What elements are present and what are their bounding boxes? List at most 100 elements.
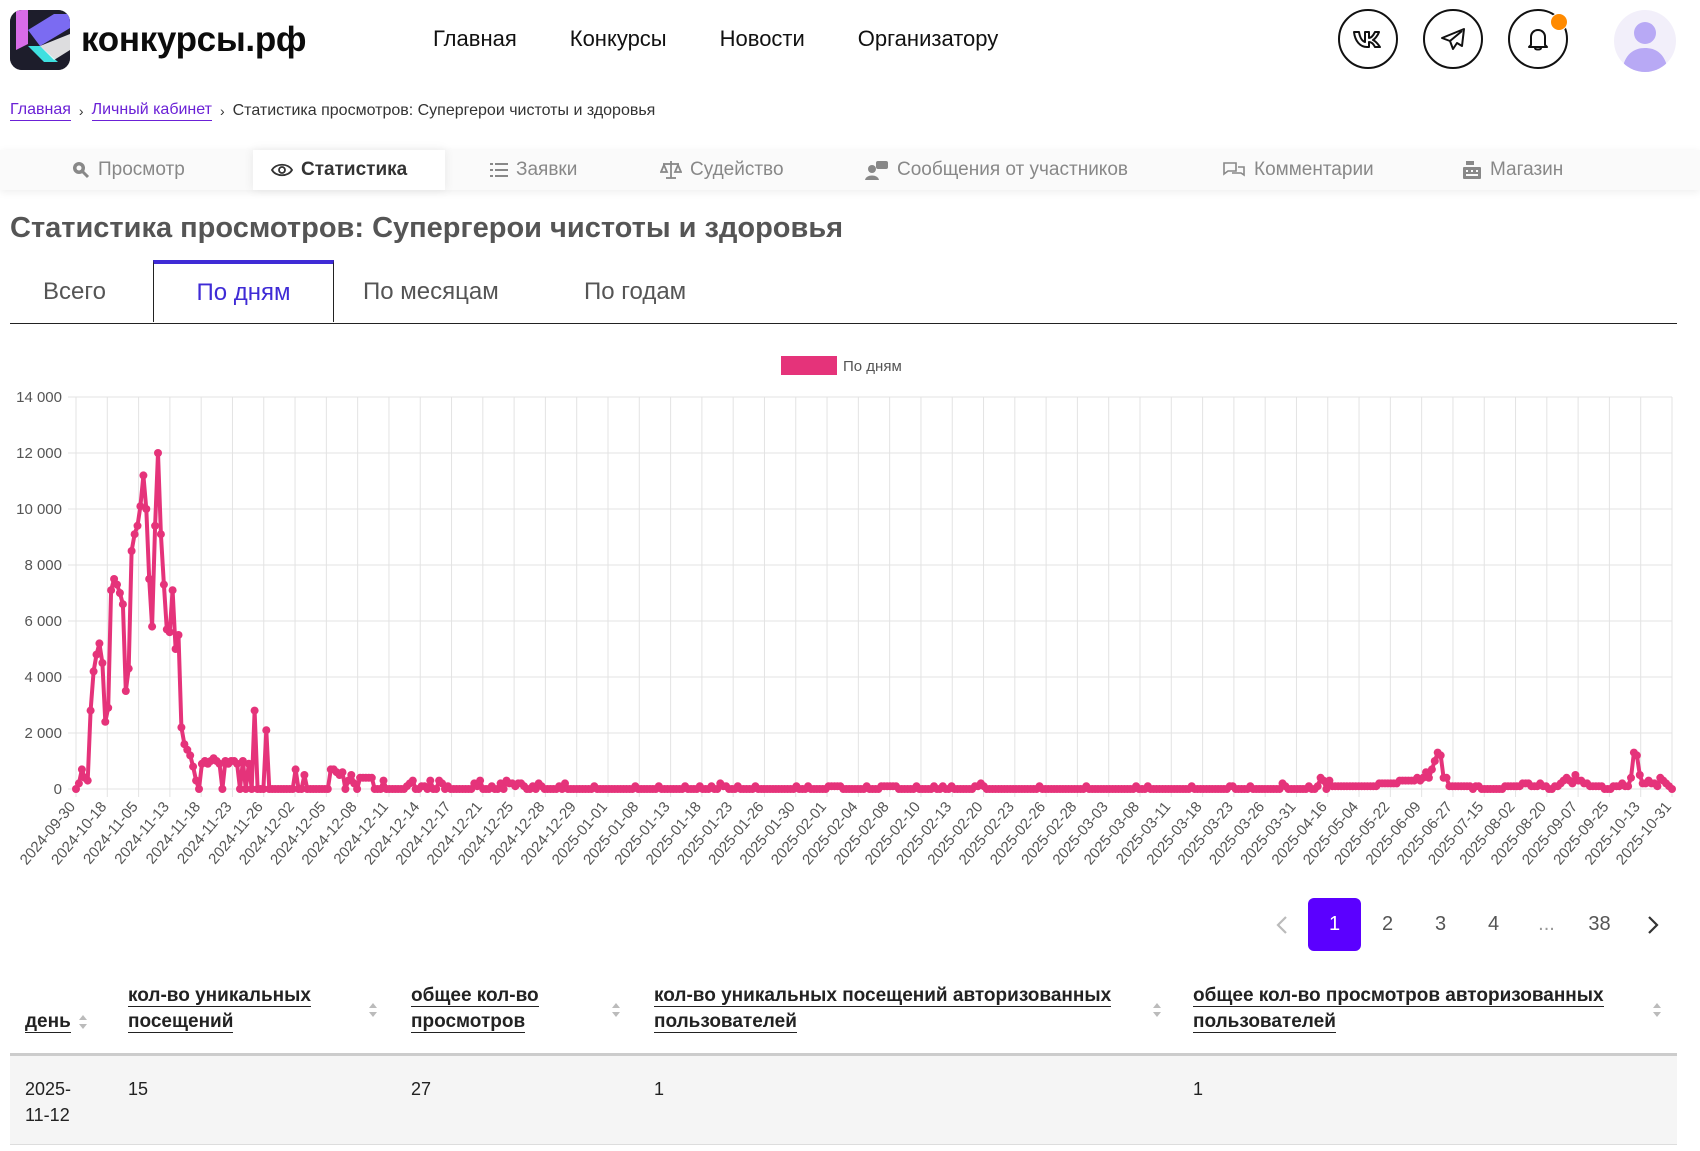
data-point[interactable] <box>171 645 180 653</box>
data-point[interactable] <box>139 471 148 480</box>
nav-organizer[interactable]: Организатору <box>857 26 999 51</box>
data-point[interactable] <box>121 687 130 695</box>
data-point[interactable] <box>323 785 332 793</box>
data-point[interactable] <box>86 706 95 715</box>
data-point[interactable] <box>476 776 485 785</box>
data-point[interactable] <box>174 631 183 639</box>
sort-icon[interactable] <box>1152 1002 1162 1018</box>
tab-shop[interactable]: Магазин <box>1462 150 1563 190</box>
data-point[interactable] <box>262 726 271 735</box>
data-point[interactable] <box>367 773 376 782</box>
page-3[interactable]: 3 <box>1434 913 1447 935</box>
data-point[interactable] <box>1627 773 1635 782</box>
sort-icon[interactable] <box>1652 1002 1662 1018</box>
data-point[interactable] <box>133 521 142 530</box>
data-point[interactable] <box>101 717 110 726</box>
next-page-button[interactable] <box>1626 898 1679 951</box>
data-point[interactable] <box>104 703 113 712</box>
data-point[interactable] <box>1319 776 1328 785</box>
data-point[interactable] <box>115 589 124 597</box>
data-point[interactable] <box>92 650 101 659</box>
page-38[interactable]: 38 <box>1588 913 1611 935</box>
tab-applications[interactable]: Заявки <box>490 150 577 190</box>
data-point[interactable] <box>89 667 98 676</box>
data-point[interactable] <box>1430 757 1439 765</box>
sort-icon[interactable] <box>611 1002 621 1018</box>
data-point[interactable] <box>423 785 432 793</box>
tab-comments[interactable]: Комментарии <box>1222 150 1374 190</box>
data-point[interactable] <box>1624 782 1633 791</box>
data-point[interactable] <box>250 706 259 715</box>
data-point[interactable] <box>241 785 250 793</box>
data-point[interactable] <box>77 765 86 774</box>
sort-icon[interactable] <box>368 1002 378 1018</box>
data-point[interactable] <box>192 776 201 785</box>
col-unique-visits[interactable]: кол-во уникальных посещений <box>128 985 311 1033</box>
data-point[interactable] <box>300 771 309 779</box>
data-point[interactable] <box>426 776 435 785</box>
data-point[interactable] <box>195 785 203 793</box>
tab-by-days[interactable]: По дням <box>153 260 334 322</box>
data-point[interactable] <box>1427 765 1436 774</box>
avatar[interactable] <box>1614 10 1676 72</box>
data-point[interactable] <box>165 628 174 637</box>
breadcrumb-cabinet[interactable]: Личный кабинет <box>91 101 212 121</box>
tab-by-months[interactable]: По месяцам <box>363 277 499 305</box>
data-point[interactable] <box>151 521 160 530</box>
col-unique-auth-visits[interactable]: кол-во уникальных посещений авторизованн… <box>654 985 1112 1033</box>
tab-total[interactable]: Всего <box>43 277 106 305</box>
telegram-button[interactable] <box>1423 9 1483 69</box>
data-point[interactable] <box>148 622 157 631</box>
logo[interactable]: конкурсы.рф <box>10 10 307 70</box>
data-point[interactable] <box>159 580 168 589</box>
data-point[interactable] <box>186 751 195 760</box>
data-point[interactable] <box>113 580 121 589</box>
data-point[interactable] <box>142 505 151 513</box>
page-4[interactable]: 4 <box>1487 913 1500 935</box>
data-point[interactable] <box>83 776 92 785</box>
data-point[interactable] <box>297 785 306 793</box>
data-point[interactable] <box>259 785 268 793</box>
data-point[interactable] <box>189 762 198 771</box>
col-total-views[interactable]: общее кол-во просмотров <box>411 985 539 1033</box>
sort-icon[interactable] <box>78 1014 88 1030</box>
data-point[interactable] <box>74 779 83 788</box>
data-point[interactable] <box>177 723 186 732</box>
data-point[interactable] <box>499 785 508 793</box>
data-point[interactable] <box>432 785 441 793</box>
data-point[interactable] <box>236 785 244 793</box>
page-2[interactable]: 2 <box>1381 913 1394 935</box>
tab-messages[interactable]: Сообщения от участников <box>865 150 1128 190</box>
col-day[interactable]: день <box>25 1011 71 1033</box>
data-point[interactable] <box>244 759 253 768</box>
nav-home[interactable]: Главная <box>433 26 517 51</box>
data-point[interactable] <box>1442 773 1451 782</box>
data-point[interactable] <box>288 785 297 793</box>
vk-button[interactable] <box>1338 9 1398 69</box>
tab-judging[interactable]: Судейство <box>660 150 784 190</box>
data-point[interactable] <box>247 785 256 793</box>
data-point[interactable] <box>291 765 300 774</box>
data-point[interactable] <box>95 639 104 648</box>
nav-news[interactable]: Новости <box>719 26 805 51</box>
col-total-auth-views[interactable]: общее кол-во просмотров авторизованных п… <box>1193 985 1604 1033</box>
tab-by-years[interactable]: По годам <box>584 277 687 305</box>
data-point[interactable] <box>338 768 347 777</box>
tab-view[interactable]: Просмотр <box>72 150 185 190</box>
data-point[interactable] <box>1436 751 1445 760</box>
data-point[interactable] <box>347 771 356 779</box>
notifications-button[interactable] <box>1508 9 1568 69</box>
tab-statistics[interactable]: Статистика <box>253 150 445 190</box>
data-point[interactable] <box>1635 771 1644 779</box>
data-point[interactable] <box>1313 782 1322 791</box>
data-point[interactable] <box>408 776 417 785</box>
data-point[interactable] <box>376 785 385 793</box>
data-point[interactable] <box>218 785 227 793</box>
data-point[interactable] <box>379 776 388 785</box>
data-point[interactable] <box>1668 785 1676 793</box>
data-point[interactable] <box>127 547 136 555</box>
data-point[interactable] <box>98 659 107 667</box>
prev-page-button[interactable] <box>1255 898 1308 951</box>
data-point[interactable] <box>341 785 350 793</box>
data-point[interactable] <box>156 530 165 539</box>
